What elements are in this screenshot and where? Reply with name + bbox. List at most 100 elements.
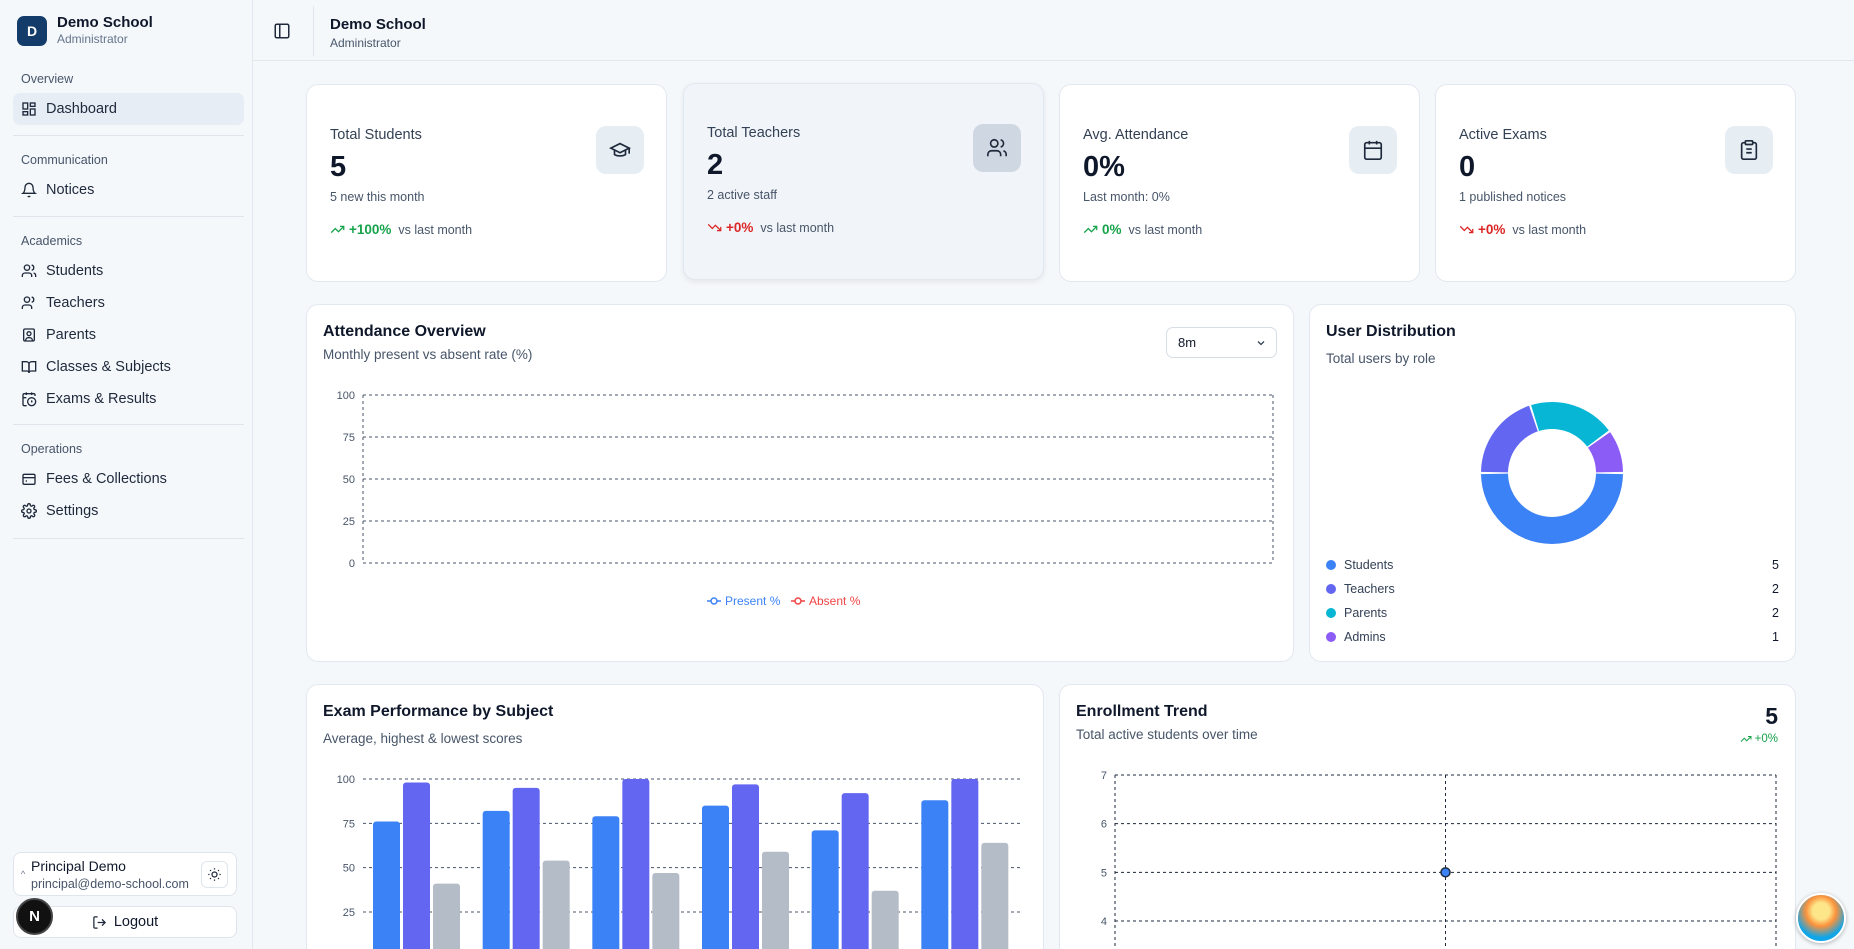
nav-group-title: Overview — [21, 72, 74, 86]
legend-label: Present % — [725, 594, 781, 608]
brand-name: Demo School — [57, 14, 153, 31]
assistant-avatar[interactable] — [1796, 893, 1846, 943]
legend-dot — [1326, 632, 1336, 642]
card-subtitle: Monthly present vs absent rate (%) — [323, 347, 533, 362]
stat-note: Last month: 0% — [1083, 190, 1170, 204]
stat-card-students[interactable]: Total Students 5 5 new this month +100% … — [306, 84, 667, 282]
y-tick-label: 6 — [1101, 819, 1107, 831]
users-icon — [21, 264, 37, 277]
bar-lowest — [762, 851, 789, 949]
card-subtitle: Total users by role — [1326, 351, 1436, 366]
card-title: Exam Performance by Subject — [323, 703, 554, 720]
legend-marker — [710, 597, 718, 605]
sidebar-item-students[interactable]: Students — [13, 255, 244, 287]
bar-lowest — [981, 842, 1009, 949]
range-select[interactable]: 8m — [1166, 327, 1277, 358]
calendar-clock-icon — [22, 392, 37, 407]
y-tick-label: 50 — [343, 863, 355, 875]
y-tick-label: 0 — [349, 558, 355, 570]
legend-label: Admins — [1344, 630, 1386, 644]
legend-dot — [1326, 560, 1336, 570]
attendance-overview-card: Attendance Overview Monthly present vs a… — [306, 304, 1294, 662]
sidebar-item-classes-subjects[interactable]: Classes & Subjects — [13, 351, 244, 383]
stat-trend: 0% vs last month — [1083, 222, 1202, 237]
sidebar-item-label: Settings — [46, 503, 99, 519]
sidebar-item-label: Parents — [46, 327, 96, 343]
sidebar: D Demo School Administrator Overview Das… — [0, 0, 253, 949]
legend-dot — [1326, 608, 1336, 618]
bar-highest — [732, 784, 759, 949]
chevron-down-icon — [1257, 341, 1265, 346]
sidebar-item-label: Students — [46, 263, 104, 279]
nav-group-overview: Overview Dashboard — [13, 69, 244, 125]
sidebar-item-settings[interactable]: Settings — [13, 495, 244, 527]
y-tick-label: 5 — [1101, 867, 1107, 879]
legend-marker — [794, 597, 802, 605]
logout-label: Logout — [113, 914, 159, 930]
chevron-up-icon: ^ — [21, 869, 26, 879]
stat-trend: +0% vs last month — [707, 220, 834, 235]
enrollment-trend-card: Enrollment Trend Total active students o… — [1059, 684, 1796, 949]
legend-label: Parents — [1344, 606, 1388, 620]
trending-up-icon — [1740, 736, 1752, 742]
stat-value: 0 — [1459, 151, 1476, 183]
stat-note: 2 active staff — [707, 188, 777, 202]
page-title: Demo School — [330, 16, 426, 33]
nav-group-academics: Academics Students Teachers Parents Clas… — [13, 231, 244, 415]
stat-trend: +0% vs last month — [1459, 222, 1586, 237]
sidebar-item-parents[interactable]: Parents — [13, 319, 244, 351]
donut-slice-students — [1481, 473, 1623, 544]
theme-toggle-button[interactable] — [201, 861, 228, 888]
clipboard-icon — [1740, 140, 1758, 160]
sidebar-item-teachers[interactable]: Teachers — [13, 287, 244, 319]
card-subtitle: Total active students over time — [1076, 727, 1258, 742]
donut-slice-admins — [1587, 432, 1623, 473]
stat-card-exams[interactable]: Active Exams 0 1 published notices +0% v… — [1435, 84, 1796, 282]
sidebar-toggle-icon[interactable] — [273, 22, 291, 40]
sidebar-item-notices[interactable]: Notices — [13, 174, 244, 206]
user-name: Principal Demo — [31, 858, 126, 874]
y-tick-label: 25 — [343, 907, 355, 919]
sidebar-item-dashboard[interactable]: Dashboard — [13, 93, 244, 125]
stat-card-attendance[interactable]: Avg. Attendance 0% Last month: 0% 0% vs … — [1059, 84, 1420, 282]
stat-trend: +100% vs last month — [330, 222, 472, 237]
stat-label: Total Students — [330, 127, 422, 143]
brand[interactable]: D Demo School Administrator — [17, 14, 153, 47]
trending-down-icon — [1459, 225, 1474, 234]
user-distribution-card: User Distribution Total users by role St… — [1309, 304, 1796, 662]
y-tick-label: 4 — [1101, 916, 1107, 928]
legend-value: 2 — [1772, 582, 1779, 596]
nav-divider — [13, 538, 244, 539]
sidebar-item-fees-collections[interactable]: Fees & Collections — [13, 463, 244, 495]
dev-tools-badge[interactable]: N — [16, 898, 53, 935]
calendar-icon — [1363, 140, 1383, 160]
enrollment-change: +0% — [1740, 733, 1778, 745]
bar-average — [702, 805, 729, 949]
user-menu[interactable]: ^ Principal Demo principal@demo-school.c… — [13, 852, 237, 896]
nav-group-title: Operations — [21, 442, 83, 456]
stat-trend-caption: vs last month — [760, 220, 835, 235]
book-icon — [21, 361, 37, 374]
bell-icon — [21, 182, 37, 198]
contact-icon — [23, 328, 35, 342]
bar-average — [373, 821, 400, 949]
wallet-icon — [22, 473, 36, 485]
stat-trend-caption: vs last month — [398, 222, 473, 237]
gear-icon — [21, 503, 37, 519]
sidebar-item-label: Classes & Subjects — [46, 359, 171, 375]
stat-card-teachers[interactable]: Total Teachers 2 2 active staff +0% vs l… — [683, 83, 1044, 280]
donut-slice-teachers — [1481, 405, 1538, 473]
y-tick-label: 100 — [337, 774, 355, 786]
sidebar-item-exams-results[interactable]: Exams & Results — [13, 383, 244, 415]
sidebar-item-label: Dashboard — [46, 101, 117, 117]
stat-trend-caption: vs last month — [1128, 222, 1203, 237]
bar-average — [592, 816, 620, 949]
stat-icon-box — [973, 124, 1021, 172]
y-tick-label: 100 — [337, 390, 355, 402]
sidebar-item-label: Fees & Collections — [46, 471, 167, 487]
stat-trend-value: +100% — [349, 222, 392, 237]
sidebar-item-label: Notices — [46, 182, 95, 198]
legend-value: 5 — [1772, 558, 1779, 572]
bar-highest — [622, 779, 650, 949]
stat-value: 0% — [1083, 151, 1125, 183]
